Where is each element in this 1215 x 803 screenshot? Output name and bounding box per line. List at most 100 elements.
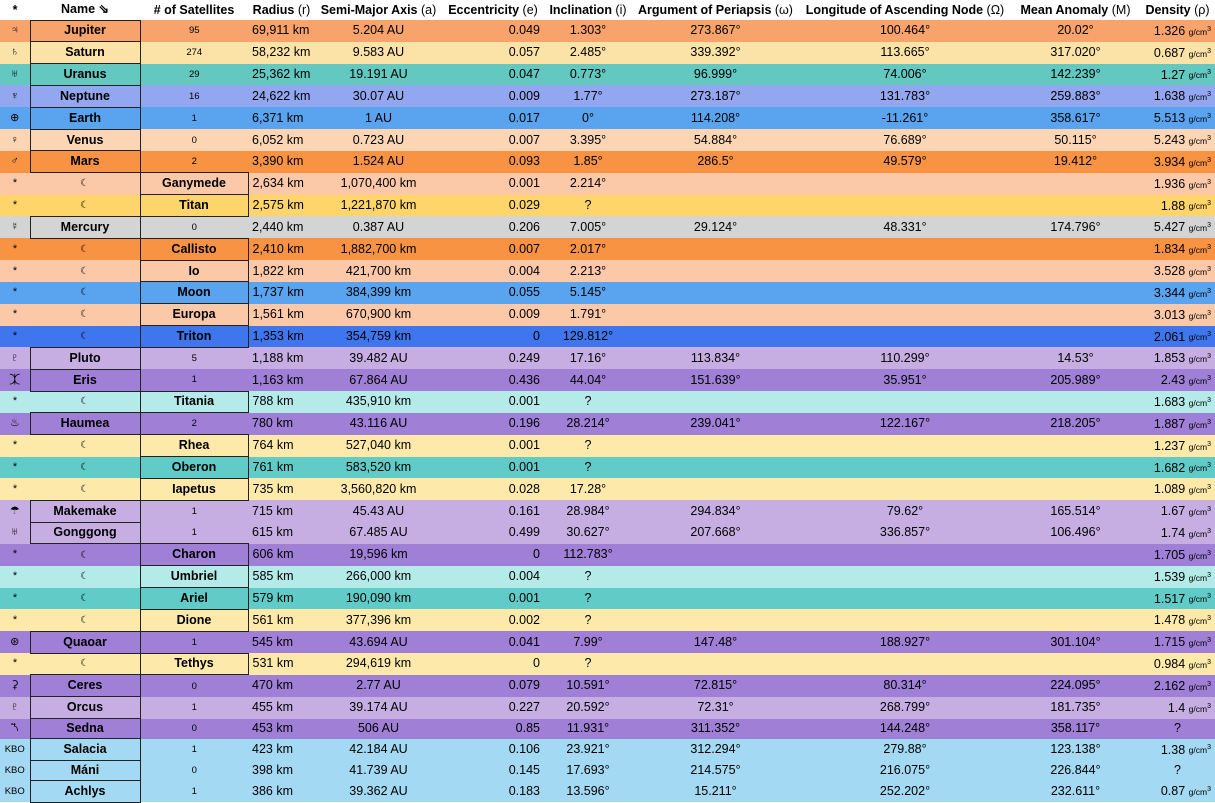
eccentricity-value: 0.007 [442,129,544,151]
density-value: 0.687 g/cm3 [1140,41,1215,64]
column-header-6[interactable]: Inclination (i) [544,0,632,20]
ascending-node-value [799,194,1011,217]
table-row[interactable]: * ☾ Ariel 579 km 190,090 km 0.001? 1.517 g/cm3 [0,587,1215,610]
table-row[interactable]: ♅ Gonggong 1 615 km 67.485 AU 0.499 30.627° 207… [0,521,1215,545]
table-row[interactable]: ⊛ Quaoar 1 545 km 43.694 AU 0.041 7.99° 147.48°… [0,630,1215,654]
moon-name: Callisto [139,237,249,261]
mean-anomaly-value [1011,303,1140,326]
moon-name: Europa [139,303,249,327]
table-row[interactable]: KBO Achlys 1 386 km 39.362 AU 0.183 13.596° 15.… [0,779,1215,803]
moon-icon: ☾ [30,434,140,457]
column-header-3[interactable]: Radius (r) [248,0,315,20]
density-value: 1.326 g/cm3 [1140,20,1215,42]
planet-symbol-icon: ♂ [0,150,30,173]
density-value: 1.517 g/cm3 [1140,587,1215,610]
table-row[interactable]: * ☾ Moon 1,737 km 384,399 km 0.055 5.145° 3.344… [0,281,1215,305]
mean-anomaly-value: 123.138° [1011,738,1140,761]
table-row[interactable]: ♆ Neptune 16 24,622 km 30.07 AU 0.009 1.77° 273… [0,84,1215,108]
column-header-4[interactable]: Semi-Major Axis (a) [315,0,442,20]
satellite-count: 274 [140,41,248,64]
column-header-9[interactable]: Mean Anomaly (M) [1011,0,1140,20]
table-row[interactable]: ⚳ Ceres 0 470 km 2.77 AU 0.079 10.591° 72.815° 8… [0,674,1215,698]
moon-icon: ☾ [30,565,140,588]
eccentricity-value: 0.079 [442,674,544,697]
table-row[interactable]: * ☾ Dione 561 km 377,396 km 0.002? 1.478 g/cm3 [0,608,1215,632]
table-row[interactable]: ♅ Uranus 29 25,362 km 19.191 AU 0.047 0.773° 96… [0,63,1215,86]
moon-icon: ☾ [30,194,140,217]
table-row[interactable]: KBO Máni 0 398 km 41.739 AU 0.145 17.693° 214.5… [0,759,1215,781]
table-row[interactable]: ⯲ Sedna 0 453 km 506 AU 0.85 11.931° 311.352° 14… [0,718,1215,739]
radius-value: 6,052 km [248,129,315,151]
column-header-1[interactable]: Name ⇘ [30,0,140,20]
mean-anomaly-value: 14.53° [1011,347,1140,370]
density-value: ? [1140,718,1215,739]
column-header-0[interactable]: * [0,0,30,20]
inclination-value: 30.627° [544,522,632,544]
radius-value: 453 km [248,718,315,739]
body-name: Máni [29,759,141,781]
moon-name: Ariel [139,587,249,610]
eccentricity-value: 0.009 [442,85,544,108]
table-row[interactable]: ⊕ Earth 1 6,371 km 1 AU 0.017 0° 114.208° -11.26… [0,106,1215,130]
ascending-node-value [799,543,1011,566]
inclination-value: ? [544,456,632,479]
column-header-7[interactable]: Argument of Periapsis (ω) [632,0,799,20]
inclination-value: 28.214° [544,412,632,435]
radius-value: 2,440 km [248,216,315,239]
table-row[interactable]: * ☾ Triton 1,353 km 354,759 km 0 129.812° 2.061… [0,325,1215,348]
sort-arrow-icon[interactable]: ⇘ [95,2,109,17]
radius-value: 606 km [248,543,315,566]
planet-symbol-icon: ⯲ [0,718,30,739]
table-row[interactable]: * ☾ Ganymede 2,634 km 1,070,400 km 0.001 2.214… [0,172,1215,196]
periapsis-value [632,653,799,675]
ascending-node-value [799,172,1011,195]
moon-name: Moon [139,281,249,305]
radius-value: 764 km [248,434,315,457]
periapsis-value: 54.884° [632,129,799,151]
semi-major-axis-value: 9.583 AU [315,41,442,64]
ascending-node-value [799,260,1011,282]
table-row[interactable]: * ☾ Titan 2,575 km 1,221,870 km 0.029? 1.88 g/… [0,194,1215,217]
table-row[interactable]: ♃ Jupiter 95 69,911 km 5.204 AU 0.049 1.303° 27… [0,19,1215,43]
density-value: 3.528 g/cm3 [1140,260,1215,282]
table-row[interactable]: * ☾ Tethys 531 km 294,619 km 0? 0.984 g/cm3 [0,652,1215,676]
table-row[interactable]: ☂ Makemake 1 715 km 45.43 AU 0.161 28.984° 294.… [0,499,1215,523]
mean-anomaly-value [1011,565,1140,588]
table-row[interactable]: ♇ Orcus 1 455 km 39.174 AU 0.227 20.592° 72.31°… [0,696,1215,719]
body-name: Salacia [29,738,141,761]
table-row[interactable]: * ☾ Rhea 764 km 527,040 km 0.001? 1.237 g/cm3 [0,434,1215,458]
column-header-10[interactable]: Density (ρ) [1140,0,1215,20]
table-row[interactable]: ♄ Saturn 274 58,232 km 9.583 AU 0.057 2.485° 33… [0,41,1215,65]
moon-name: Charon [139,543,249,567]
table-row[interactable]: ♇ Pluto 5 1,188 km 39.482 AU 0.249 17.16° 113.8… [0,346,1215,370]
column-header-5[interactable]: Eccentricity (e) [442,0,544,20]
column-header-label: * [12,2,18,17]
radius-value: 1,737 km [248,281,315,304]
eccentricity-value: 0.499 [442,522,544,544]
radius-value: 1,353 km [248,325,315,348]
table-row[interactable]: * ☾ Io 1,822 km 421,700 km 0.004 2.213° 3.528 g… [0,259,1215,283]
inclination-value: 11.931° [544,718,632,739]
semi-major-axis-value: 1,882,700 km [315,238,442,261]
moon-name: Tethys [139,652,249,676]
table-row[interactable]: * ☾ Charon 606 km 19,596 km 0 112.783° 1.705 g/… [0,543,1215,567]
column-header-2[interactable]: # of Satellites [140,0,248,20]
table-row[interactable]: * ☾ Europa 1,561 km 670,900 km 0.009 1.791° 3.0… [0,303,1215,327]
table-row[interactable]: * ☾ Callisto 2,410 km 1,882,700 km 0.007 2.017… [0,237,1215,261]
satellite-count: 0 [140,129,248,151]
table-row[interactable]: ⯰ Eris 1 1,163 km 67.864 AU 0.436 44.04° 151.63… [0,368,1215,392]
column-header-8[interactable]: Longitude of Ascending Node (Ω) [799,0,1011,20]
table-row[interactable]: * ☾ Iapetus 735 km 3,560,820 km 0.028 17.28° 1.… [0,477,1215,501]
table-row[interactable]: ♂ Mars 2 3,390 km 1.524 AU 0.093 1.85° 286.5° 49… [0,150,1215,174]
table-row[interactable]: * ☾ Titania 788 km 435,910 km 0.001? 1.683 g/c… [0,390,1215,414]
table-row[interactable]: ♀ Venus 0 6,052 km 0.723 AU 0.007 3.395° 54.884… [0,128,1215,152]
table-row[interactable]: KBO Salacia 1 423 km 42.184 AU 0.106 23.921° 31… [0,738,1215,761]
table-row[interactable]: ♨ Haumea 2 780 km 43.116 AU 0.196 28.214° 239.0… [0,412,1215,436]
table-row[interactable]: * ☾ Oberon 761 km 583,520 km 0.001? 1.682 g/cm… [0,456,1215,479]
table-row[interactable]: ☿ Mercury 0 2,440 km 0.387 AU 0.206 7.005° 29.1… [0,215,1215,239]
body-name: Jupiter [29,19,141,43]
mean-anomaly-value [1011,194,1140,217]
table-row[interactable]: * ☾ Umbriel 585 km 266,000 km 0.004? 1.539 g/c… [0,565,1215,589]
inclination-value: 129.812° [544,325,632,348]
periapsis-value: 113.834° [632,347,799,370]
